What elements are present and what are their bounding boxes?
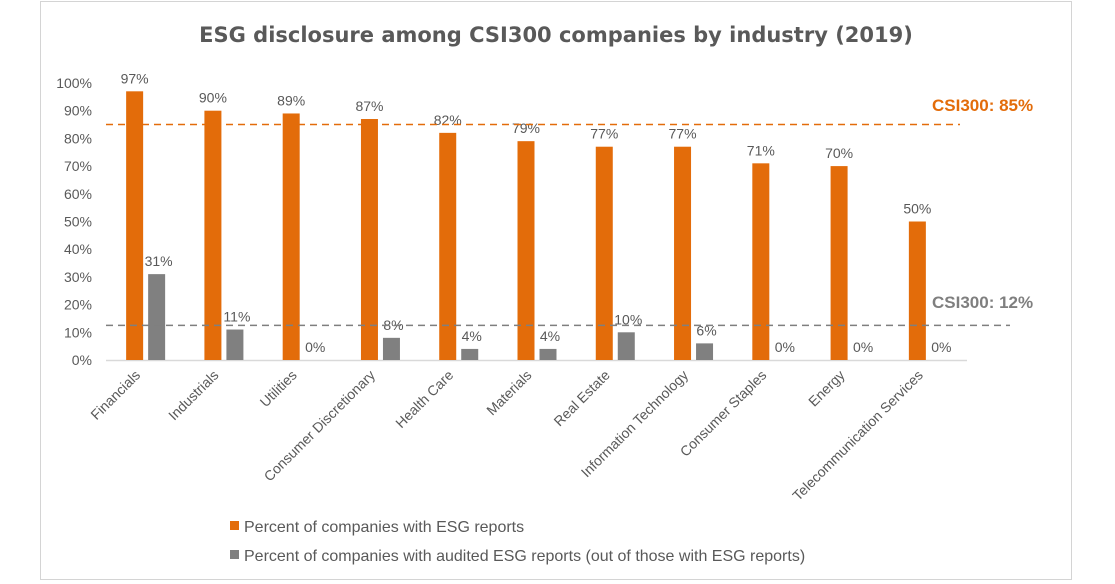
data-label: 31% — [145, 253, 173, 269]
x-tick-label: Consumer Staples — [677, 367, 770, 460]
data-label: 77% — [590, 126, 618, 142]
bar-esg-reports — [204, 110, 222, 360]
data-label: 4% — [540, 328, 560, 344]
bar-esg-reports — [908, 221, 926, 360]
y-tick-label: 70% — [64, 158, 92, 174]
y-tick-label: 20% — [64, 297, 92, 313]
bar-audited-reports — [617, 332, 635, 360]
legend-swatch-esg-reports — [230, 521, 239, 530]
x-tick-label: Utilities — [257, 367, 300, 410]
data-label: 8% — [383, 317, 403, 333]
bar-esg-reports — [360, 119, 378, 360]
y-tick-label: 80% — [64, 130, 92, 146]
bar-audited-reports — [226, 329, 244, 360]
data-label: 87% — [355, 98, 383, 114]
y-tick-label: 10% — [64, 324, 92, 340]
x-tick-label: Financials — [87, 367, 143, 423]
y-tick-label: 30% — [64, 269, 92, 285]
legend-label-esg-reports: Percent of companies with ESG reports — [244, 519, 524, 536]
data-label: 71% — [747, 142, 775, 158]
y-tick-label: 0% — [72, 352, 92, 368]
bar-audited-reports — [461, 348, 479, 360]
data-label: 11% — [223, 309, 250, 325]
x-tick-label: Health Care — [392, 367, 456, 431]
bar-esg-reports — [595, 146, 613, 360]
y-axis: 0% 10% 20% 30% 40% 50% 60% 70% 80% 90% 100% — [56, 75, 92, 368]
data-label: 6% — [696, 322, 716, 338]
bar-esg-reports — [439, 132, 457, 360]
data-label: 79% — [512, 120, 540, 136]
bar-esg-reports — [674, 146, 692, 360]
legend-label-audited-reports: Percent of companies with audited ESG re… — [244, 548, 805, 565]
bar-audited-reports — [539, 348, 557, 360]
data-label: 10% — [614, 311, 642, 327]
reference-lines: CSI300: 85% CSI300: 12% — [106, 96, 1033, 327]
data-label: 90% — [199, 90, 227, 106]
bar-audited-reports — [382, 337, 400, 360]
bar-esg-reports — [517, 141, 535, 360]
data-label: 0% — [931, 339, 951, 355]
data-label: 77% — [669, 126, 697, 142]
y-tick-label: 50% — [64, 214, 92, 230]
legend-swatch-audited-reports — [230, 550, 239, 559]
data-label: 89% — [277, 92, 305, 108]
y-tick-label: 100% — [56, 75, 92, 91]
bar-esg-reports — [752, 163, 770, 360]
chart-title: ESG disclosure among CSI300 companies by… — [199, 23, 913, 47]
bar-audited-reports — [148, 274, 166, 360]
data-label: 70% — [825, 145, 853, 161]
data-label: 97% — [121, 70, 149, 86]
data-label: 0% — [853, 339, 873, 355]
chart-frame — [40, 1, 1072, 580]
x-tick-label: Industrials — [165, 367, 221, 423]
bar-esg-reports — [282, 113, 300, 360]
bars: 97% 90% 89% 87% 82% 79% 77% 77% 71% 70% 50% 31% 11% 0… — [121, 70, 951, 360]
legend: Percent of companies with ESG reports Pe… — [230, 519, 805, 565]
y-tick-label: 90% — [64, 103, 92, 119]
y-tick-label: 40% — [64, 241, 92, 257]
bar-audited-reports — [696, 343, 714, 360]
reference-label: CSI300: 85% — [932, 96, 1033, 115]
data-label: 0% — [305, 339, 325, 355]
data-label: 0% — [775, 339, 795, 355]
x-tick-label: Real Estate — [550, 367, 613, 430]
data-label: 82% — [434, 112, 462, 128]
data-label: 50% — [903, 201, 931, 217]
x-tick-label: Materials — [483, 367, 534, 418]
x-tick-label: Telecommunication Services — [789, 367, 926, 504]
x-tick-label: Energy — [805, 367, 848, 410]
bar-esg-reports — [830, 166, 848, 360]
bar-esg-reports — [126, 91, 144, 360]
data-label: 4% — [462, 328, 482, 344]
y-tick-label: 60% — [64, 186, 92, 202]
reference-label: CSI300: 12% — [932, 293, 1033, 312]
